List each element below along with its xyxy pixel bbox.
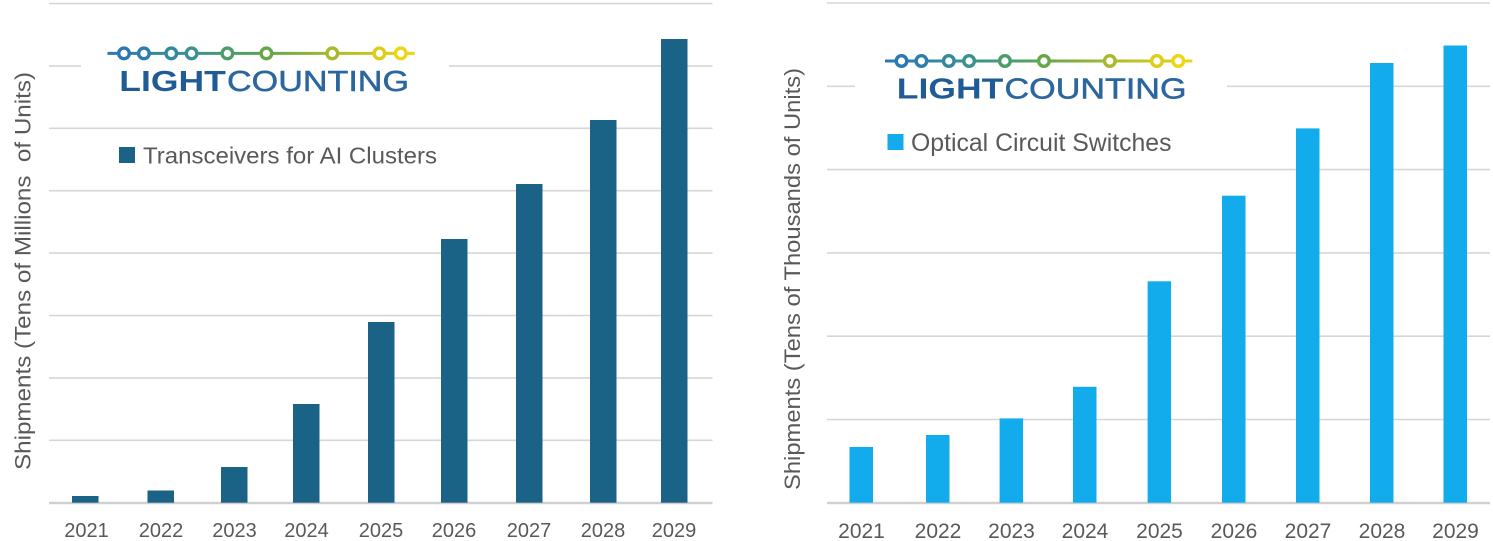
svg-text:2026: 2026 [1211, 520, 1258, 541]
svg-text:2029: 2029 [1432, 520, 1479, 541]
svg-text:2022: 2022 [139, 520, 184, 541]
svg-text:2028: 2028 [581, 520, 626, 541]
svg-text:2028: 2028 [1359, 520, 1406, 541]
svg-text:2021: 2021 [838, 520, 885, 541]
svg-text:2026: 2026 [432, 520, 477, 541]
svg-text:2029: 2029 [652, 520, 697, 541]
svg-text:Optical Circuit Switches: Optical Circuit Switches [911, 129, 1172, 157]
svg-text:Transceivers for AI Clusters: Transceivers for AI Clusters [143, 143, 437, 169]
svg-text:2027: 2027 [1285, 520, 1332, 541]
svg-text:2024: 2024 [284, 520, 329, 541]
svg-text:2025: 2025 [1136, 520, 1183, 541]
svg-text:2023: 2023 [212, 520, 257, 541]
svg-text:2027: 2027 [507, 520, 552, 541]
svg-text:2025: 2025 [359, 520, 404, 541]
svg-text:2022: 2022 [915, 520, 962, 541]
svg-text:Shipments (Tens of Thousands o: Shipments (Tens of Thousands of Units) [780, 68, 805, 490]
svg-text:2024: 2024 [1062, 520, 1109, 541]
svg-text:Shipments (Tens of Millions o: Shipments (Tens of Millions of Units) [10, 72, 35, 470]
svg-text:2023: 2023 [988, 520, 1035, 541]
svg-text:2021: 2021 [64, 520, 109, 541]
